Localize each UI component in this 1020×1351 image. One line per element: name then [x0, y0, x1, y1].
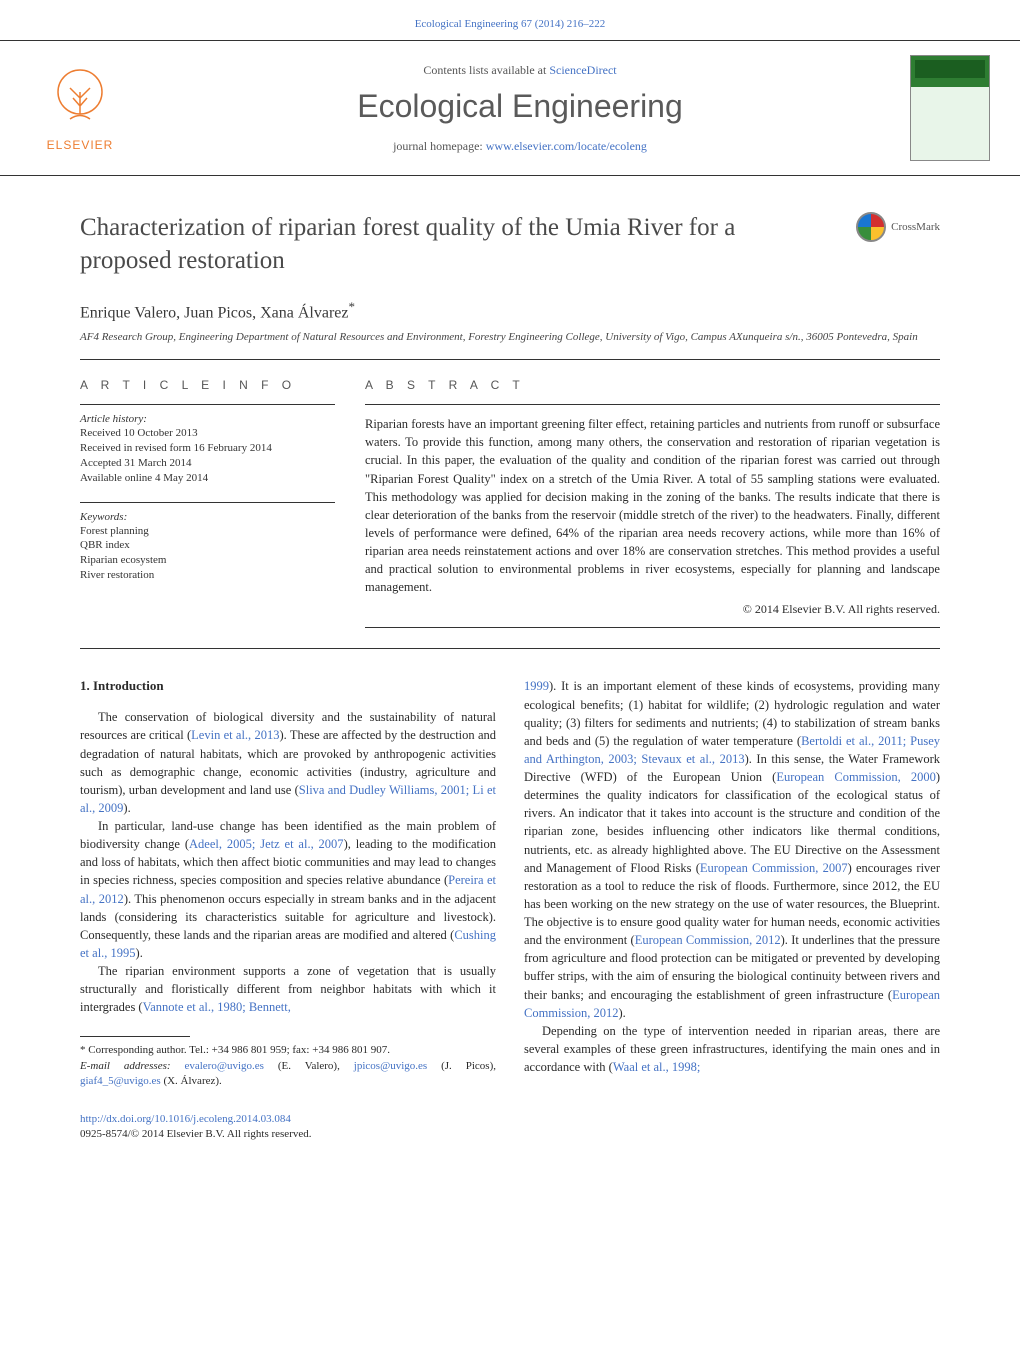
- keyword: QBR index: [80, 538, 335, 553]
- text-run: (X. Álvarez).: [161, 1075, 222, 1087]
- body-col-right: 1999). It is an important element of the…: [524, 677, 940, 1089]
- citation-link[interactable]: 1999: [524, 679, 549, 693]
- info-rule: [80, 502, 335, 503]
- text-run: ).: [618, 1006, 625, 1020]
- citation-link[interactable]: Adeel, 2005; Jetz et al., 2007: [189, 837, 344, 851]
- publisher-logo: ELSEVIER: [30, 53, 130, 163]
- sciencedirect-link[interactable]: ScienceDirect: [549, 63, 616, 77]
- abstract-heading: A B S T R A C T: [365, 378, 940, 392]
- homepage-link[interactable]: www.elsevier.com/locate/ecoleng: [486, 139, 647, 153]
- authors-line: Enrique Valero, Juan Picos, Xana Álvarez…: [0, 289, 1020, 326]
- body-col-left: 1. Introduction The conservation of biol…: [80, 677, 496, 1089]
- citation-link[interactable]: European Commission, 2007: [700, 861, 848, 875]
- paragraph: 1999). It is an important element of the…: [524, 677, 940, 1021]
- author-names: Enrique Valero, Juan Picos, Xana Álvarez: [80, 304, 349, 321]
- homepage-line: journal homepage: www.elsevier.com/locat…: [130, 139, 910, 154]
- contents-prefix: Contents lists available at: [423, 63, 549, 77]
- corresponding-author-note: * Corresponding author. Tel.: +34 986 80…: [80, 1043, 496, 1058]
- title-block: CrossMark Characterization of riparian f…: [0, 176, 1020, 289]
- abstract-copyright: © 2014 Elsevier B.V. All rights reserved…: [365, 602, 940, 617]
- text-run: ). This phenomenon occurs especially in …: [80, 892, 496, 942]
- abstract-text: Riparian forests have an important green…: [365, 415, 940, 596]
- history-line: Received 10 October 2013: [80, 426, 335, 441]
- journal-name: Ecological Engineering: [130, 88, 910, 125]
- footnote-rule: [80, 1036, 190, 1037]
- running-head: Ecological Engineering 67 (2014) 216–222: [0, 0, 1020, 40]
- journal-center: Contents lists available at ScienceDirec…: [130, 63, 910, 154]
- email-link[interactable]: jpicos@uvigo.es: [354, 1060, 427, 1072]
- article-info-column: A R T I C L E I N F O Article history: R…: [80, 378, 335, 628]
- body-columns: 1. Introduction The conservation of biol…: [0, 649, 1020, 1099]
- keyword: Forest planning: [80, 524, 335, 539]
- contents-line: Contents lists available at ScienceDirec…: [130, 63, 910, 78]
- text-run: ).: [136, 946, 143, 960]
- doi-block: http://dx.doi.org/10.1016/j.ecoleng.2014…: [0, 1100, 1020, 1167]
- issn-copyright: 0925-8574/© 2014 Elsevier B.V. All right…: [80, 1127, 940, 1142]
- citation-link[interactable]: European Commission, 2000: [776, 770, 935, 784]
- keyword: Riparian ecosystem: [80, 553, 335, 568]
- keyword: River restoration: [80, 568, 335, 583]
- masthead: ELSEVIER Contents lists available at Sci…: [0, 40, 1020, 176]
- email-line: E-mail addresses: evalero@uvigo.es (E. V…: [80, 1059, 496, 1090]
- info-rule: [80, 404, 335, 405]
- history-head: Article history:: [80, 413, 335, 425]
- section-heading: 1. Introduction: [80, 677, 496, 696]
- history-line: Received in revised form 16 February 201…: [80, 441, 335, 456]
- homepage-prefix: journal homepage:: [393, 139, 486, 153]
- paragraph: The conservation of biological diversity…: [80, 708, 496, 817]
- paragraph: The riparian environment supports a zone…: [80, 962, 496, 1016]
- citation-link[interactable]: Vannote et al., 1980; Bennett,: [143, 1000, 291, 1014]
- email-link[interactable]: evalero@uvigo.es: [184, 1060, 263, 1072]
- citation-link[interactable]: European Commission, 2012: [635, 933, 781, 947]
- paragraph: Depending on the type of intervention ne…: [524, 1022, 940, 1076]
- history-line: Available online 4 May 2014: [80, 471, 335, 486]
- journal-cover-thumb: [910, 55, 990, 161]
- text-run: ).: [123, 801, 130, 815]
- abstract-rule-bottom: [365, 627, 940, 628]
- keywords-head: Keywords:: [80, 511, 335, 523]
- text-run: (E. Valero),: [264, 1060, 354, 1072]
- citation-link[interactable]: Waal et al., 1998;: [613, 1060, 701, 1074]
- text-run: (J. Picos),: [427, 1060, 496, 1072]
- email-label: E-mail addresses:: [80, 1060, 184, 1072]
- paragraph: In particular, land-use change has been …: [80, 817, 496, 962]
- doi-link[interactable]: http://dx.doi.org/10.1016/j.ecoleng.2014…: [80, 1113, 291, 1125]
- history-line: Accepted 31 March 2014: [80, 456, 335, 471]
- crossmark-icon: [856, 212, 886, 242]
- text-run: Depending on the type of intervention ne…: [524, 1024, 940, 1074]
- crossmark-label: CrossMark: [891, 221, 940, 233]
- article-title: Characterization of riparian forest qual…: [80, 212, 940, 277]
- corresponding-mark: *: [349, 299, 356, 314]
- affiliation: AF4 Research Group, Engineering Departme…: [0, 326, 1020, 359]
- publisher-name: ELSEVIER: [47, 138, 114, 152]
- article-info-heading: A R T I C L E I N F O: [80, 378, 335, 392]
- citation-link[interactable]: Levin et al., 2013: [191, 728, 279, 742]
- email-link[interactable]: giaf4_5@uvigo.es: [80, 1075, 161, 1087]
- abstract-column: A B S T R A C T Riparian forests have an…: [365, 378, 940, 628]
- text-run: ) determines the quality indicators for …: [524, 770, 940, 875]
- abstract-rule: [365, 404, 940, 405]
- footnotes: * Corresponding author. Tel.: +34 986 80…: [80, 1043, 496, 1089]
- crossmark-badge[interactable]: CrossMark: [856, 212, 940, 242]
- info-abstract-row: A R T I C L E I N F O Article history: R…: [0, 360, 1020, 648]
- elsevier-tree-icon: [45, 64, 115, 134]
